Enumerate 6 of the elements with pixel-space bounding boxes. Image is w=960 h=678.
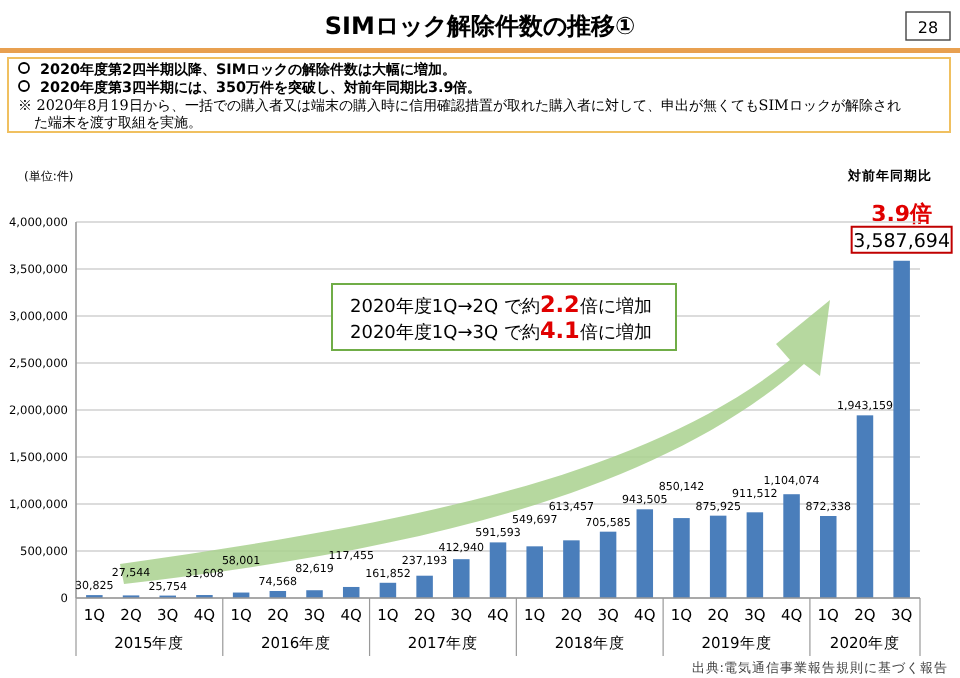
- text: 28: [917, 19, 939, 37]
- data-label: 3,587,694: [853, 230, 951, 253]
- annotation: 2020年度1Q→3Q で約4.1倍に増加: [350, 318, 652, 344]
- chart-title: SIMロック解除件数の推移①: [324, 12, 636, 40]
- annotation: 2020年度1Q→2Q で約2.2倍に増加: [350, 292, 652, 318]
- annotation: 3.9倍: [871, 200, 933, 227]
